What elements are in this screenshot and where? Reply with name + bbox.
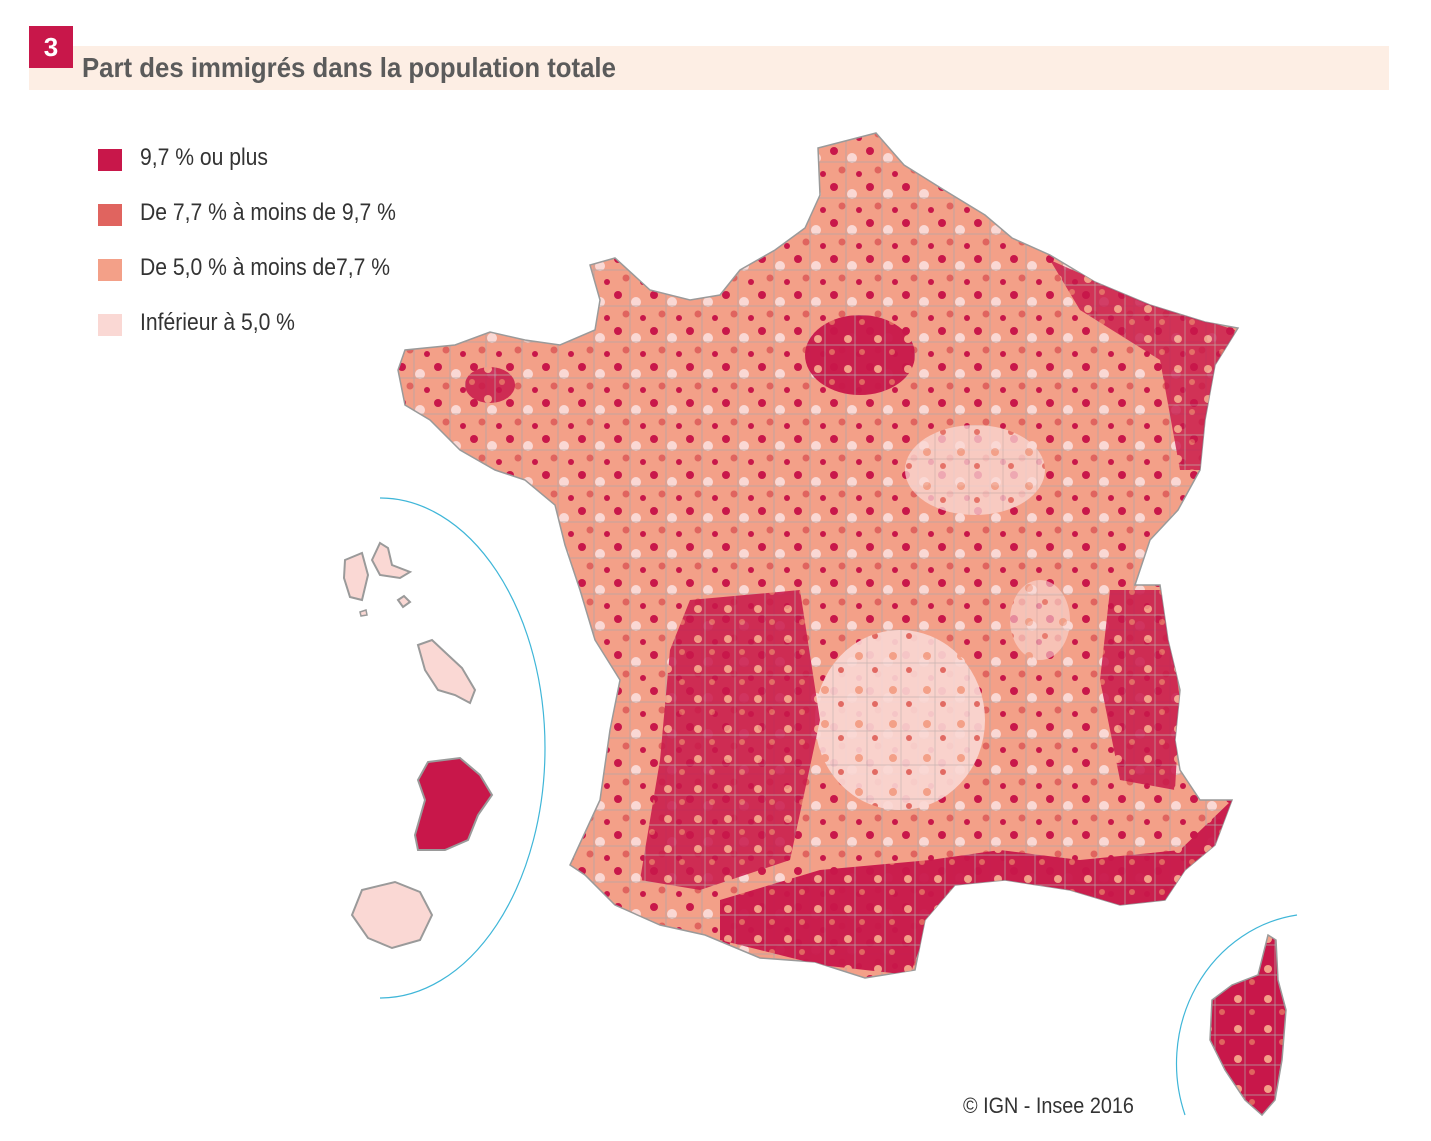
corsica	[1209, 933, 1287, 1117]
source-credit: © IGN - Insee 2016	[963, 1093, 1134, 1118]
corsica-inset-arc	[1175, 914, 1298, 1116]
martinique	[416, 638, 477, 705]
guadeloupe	[342, 541, 413, 617]
legend-swatch-mid-low	[98, 259, 122, 281]
legend-label-mid-high: De 7,7 % à moins de 9,7 %	[140, 199, 396, 226]
figure-number-badge: 3	[29, 26, 73, 68]
overseas-inset-arc	[379, 497, 546, 999]
title-bar	[29, 46, 1389, 90]
legend-swatch-high	[98, 149, 122, 171]
legend-label-mid-low: De 5,0 % à moins de7,7 %	[140, 254, 391, 281]
legend-swatch-mid-high	[98, 204, 122, 226]
legend-swatch-low	[98, 314, 122, 336]
guyane	[413, 756, 494, 851]
legend-label-low: Inférieur à 5,0 %	[140, 309, 295, 336]
la-reunion	[350, 880, 434, 950]
mainland-france	[397, 132, 1240, 979]
map-title: Part des immigrés dans la population tot…	[82, 52, 616, 83]
legend-label-high: 9,7 % ou plus	[140, 144, 268, 171]
